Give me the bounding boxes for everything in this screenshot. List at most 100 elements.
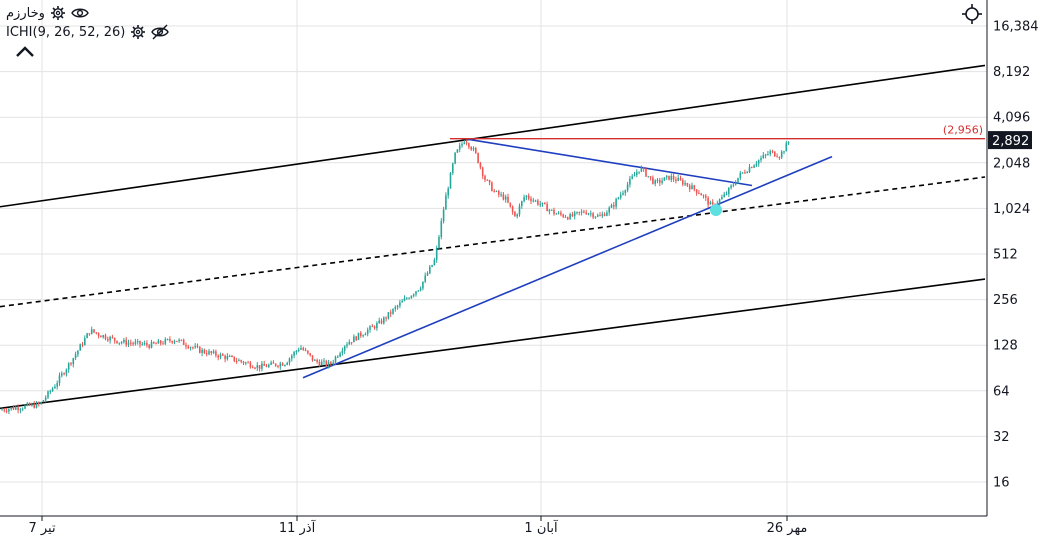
resistance-level: (2,956)	[450, 124, 985, 140]
candle-body	[424, 275, 426, 282]
candle-body	[606, 212, 608, 216]
current-price-badge	[988, 131, 1032, 150]
candle-body	[702, 195, 705, 197]
candle-body	[371, 326, 374, 328]
candle-body	[465, 142, 468, 144]
candle-body	[111, 336, 114, 338]
candle-body	[42, 400, 45, 403]
candle-body	[383, 317, 385, 324]
candle-body	[127, 342, 130, 345]
candle-body	[491, 182, 493, 192]
candle-body	[527, 195, 530, 199]
current-price-label: 2,892	[992, 134, 1029, 149]
price-axis[interactable]: 16,384 8,192 4,096 2,048 1,024 512 256 128 64 32 1…	[993, 20, 1039, 491]
candle-body	[615, 198, 617, 207]
candle-body	[293, 352, 295, 356]
candle-body	[33, 403, 35, 408]
candle-body	[571, 214, 574, 217]
candle-body	[21, 408, 24, 410]
price-axis-tick-label: 4,096	[993, 111, 1030, 126]
candle-body	[166, 339, 169, 341]
symbol-header: وخارزم	[6, 4, 89, 22]
candle-body	[590, 213, 592, 215]
candle-body	[185, 344, 187, 347]
candle-body	[422, 281, 424, 289]
candle-body	[576, 211, 578, 213]
candle-body	[737, 177, 739, 184]
eye-off-icon[interactable]	[151, 23, 170, 41]
candle-body	[247, 362, 249, 364]
candle-body	[619, 194, 622, 198]
candle-body	[537, 200, 539, 205]
plot-background	[0, 0, 987, 516]
price-axis-tick-label: 128	[993, 339, 1018, 354]
candle-body	[318, 361, 321, 366]
candle-body	[268, 364, 270, 367]
candle-body	[691, 185, 693, 190]
candle-body	[785, 143, 788, 152]
candle-body	[449, 172, 452, 189]
candle-body	[249, 362, 252, 368]
eye-icon[interactable]	[71, 4, 89, 22]
candle-body	[567, 217, 569, 220]
candle-body	[210, 351, 213, 353]
candle-body	[171, 340, 173, 343]
candle-body	[550, 209, 553, 211]
candle-body	[458, 145, 461, 150]
time-axis-tick-label: 11 آذر	[279, 519, 317, 536]
candle-body	[3, 409, 6, 411]
candle-body	[771, 151, 774, 153]
candle-body	[780, 151, 783, 158]
candle-body	[274, 363, 277, 366]
marker-layer	[710, 203, 722, 216]
price-axis-tick-label: 2,048	[993, 156, 1030, 171]
candle-body	[760, 158, 762, 161]
candle-body	[502, 194, 505, 200]
candle-body	[514, 211, 516, 217]
candle-body	[488, 180, 491, 183]
candle-body	[155, 343, 157, 345]
candle-body	[192, 347, 194, 349]
price-axis-tick-label: 8,192	[993, 65, 1030, 80]
candle-body	[162, 343, 164, 345]
candle-body	[705, 195, 707, 198]
chevron-up-icon[interactable]	[14, 43, 36, 61]
candle-body	[261, 363, 263, 369]
candle-body	[668, 175, 670, 180]
gear-icon[interactable]	[49, 4, 67, 22]
indicator-label: ICHI(9, 26, 52, 26)	[6, 24, 126, 40]
candle-body	[327, 362, 330, 366]
candle-body	[139, 340, 141, 345]
time-axis[interactable]: 7 تیر 11 آذر 1 آبان 26 مهر	[28, 516, 807, 536]
candle-body	[610, 204, 613, 208]
candle-body	[500, 194, 502, 196]
candle-body	[631, 176, 633, 179]
candle-body	[608, 207, 610, 213]
candle-body	[330, 362, 332, 365]
time-axis-tick-label: 26 مهر	[767, 521, 808, 536]
candle-body	[518, 205, 521, 215]
candle-body	[102, 335, 104, 338]
candle-body	[599, 215, 601, 217]
candle-body	[132, 343, 134, 345]
candle-body	[555, 213, 558, 215]
candle-body	[546, 204, 548, 212]
candle-body	[251, 367, 254, 369]
candle-body	[380, 320, 383, 324]
candle-body	[47, 391, 49, 398]
candle-body	[417, 290, 420, 292]
candle-body	[10, 407, 12, 410]
candle-body	[58, 375, 61, 384]
candle-body	[753, 165, 755, 168]
crosshair-icon[interactable]	[962, 4, 982, 24]
gear-icon[interactable]	[129, 23, 147, 41]
candle-body	[463, 142, 466, 144]
candle-body	[415, 291, 417, 295]
candle-body	[787, 142, 790, 144]
candle-body	[656, 179, 659, 181]
candle-body	[553, 209, 555, 214]
price-axis-tick-label: 16	[993, 476, 1010, 491]
candle-body	[341, 350, 344, 354]
